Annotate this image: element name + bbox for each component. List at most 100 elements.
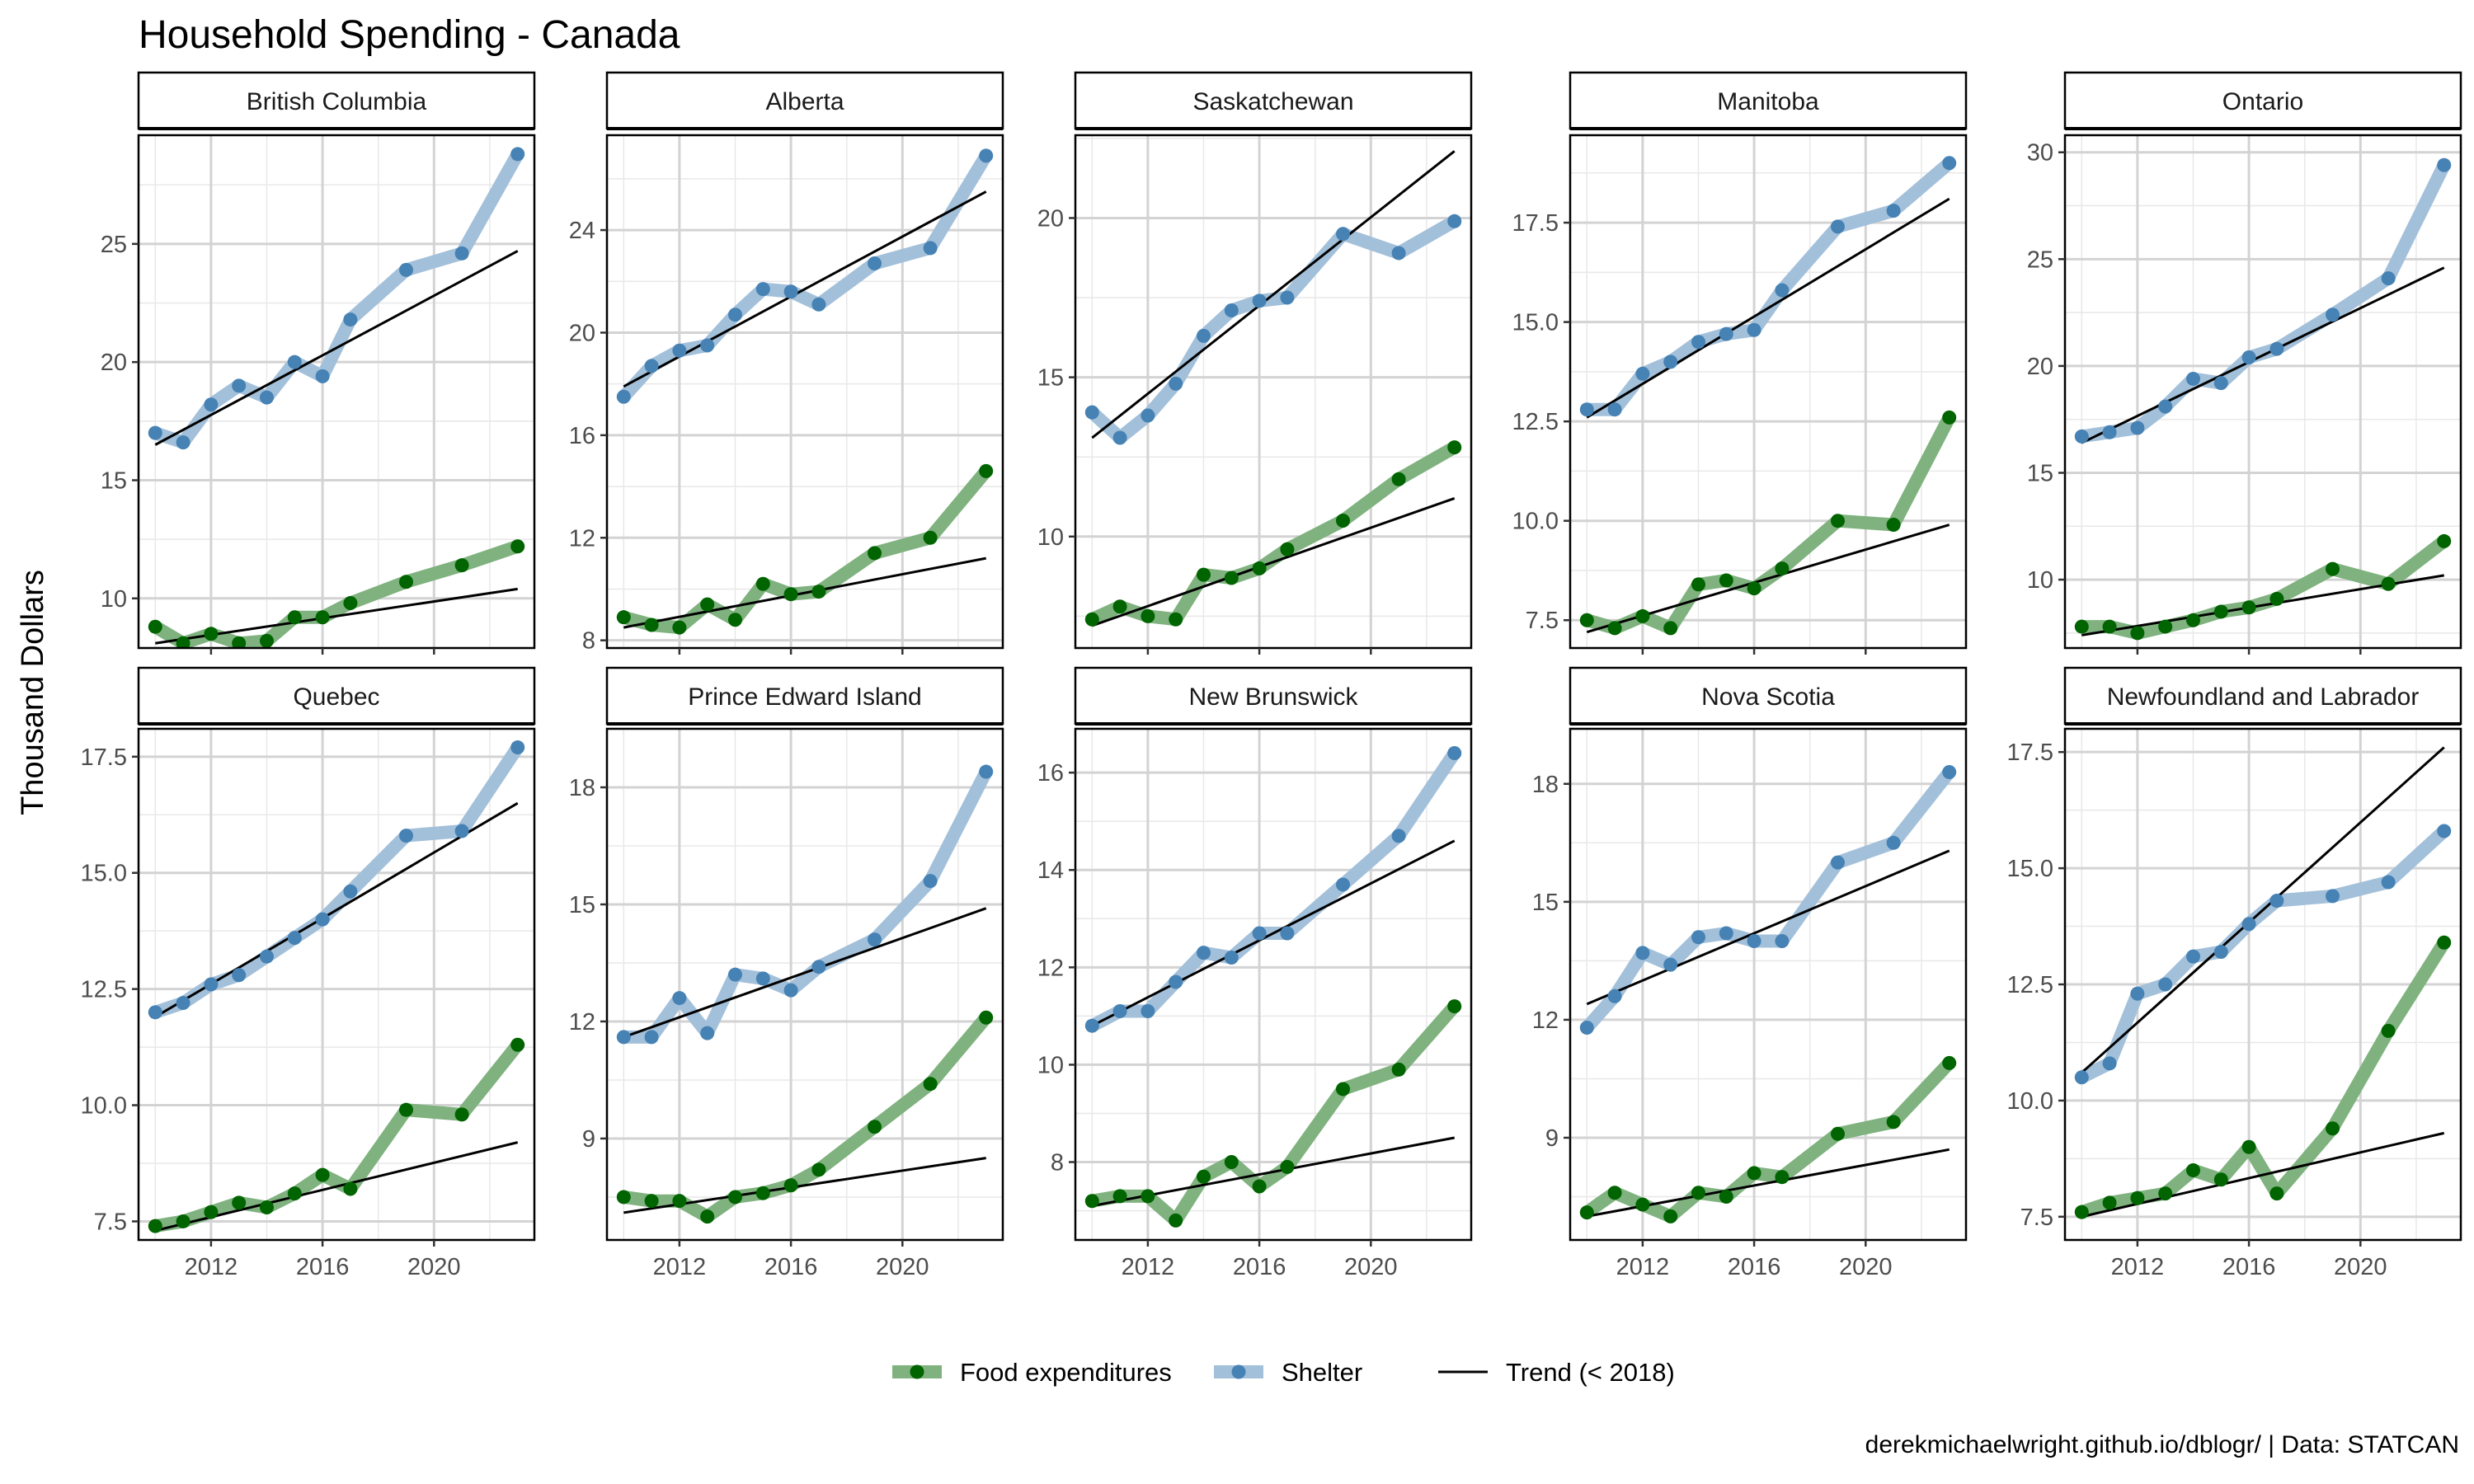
shelter-point: [1831, 855, 1846, 870]
food-point: [2130, 626, 2145, 641]
food-point: [204, 627, 219, 641]
shelter-point: [2102, 425, 2117, 439]
food-point: [2130, 1190, 2145, 1205]
shelter-point: [1663, 355, 1678, 369]
y-tick-label: 20: [569, 320, 595, 346]
shelter-point: [1169, 974, 1183, 989]
shelter-point: [1141, 408, 1155, 423]
food-point: [399, 1102, 414, 1117]
y-tick-label: 10.0: [2007, 1088, 2053, 1115]
strip-label: Prince Edward Island: [688, 683, 921, 711]
plot-background: [1075, 729, 1471, 1240]
plot-background: [607, 135, 1003, 648]
y-tick-label: 17.5: [1512, 210, 1559, 237]
food-point: [672, 620, 687, 635]
shelter-point: [700, 1026, 715, 1040]
shelter-point: [672, 991, 687, 1006]
food-point: [2269, 591, 2284, 606]
shelter-point: [1224, 303, 1239, 317]
plot-area: [607, 729, 1003, 1240]
shelter-point: [1252, 294, 1267, 308]
panel-saskatchewan: Saskatchewan 10 15 20: [1037, 71, 1473, 655]
y-tick-label: 16: [569, 423, 595, 449]
shelter-point: [1663, 957, 1678, 972]
chart-caption: derekmichaelwright.github.io/dblogr/ | D…: [1865, 1431, 2459, 1458]
shelter-point: [1635, 366, 1650, 381]
food-point: [1886, 1115, 1901, 1129]
food-point: [259, 1200, 274, 1215]
shelter-point: [287, 931, 302, 946]
food-point: [1607, 1186, 1622, 1200]
shelter-point: [727, 967, 742, 982]
shelter-point: [727, 308, 742, 322]
shelter-point: [2102, 1056, 2117, 1071]
y-tick-label: 20: [101, 350, 127, 376]
food-point: [1084, 1194, 1099, 1209]
strip-saskatchewan: [1074, 71, 1473, 130]
strip-ontario: [2063, 71, 2462, 130]
y-tick-label: 20: [1037, 205, 1064, 232]
y-tick-label: 20: [2027, 354, 2053, 380]
panel-border: [1074, 134, 1473, 650]
x-tick-label: 2020: [1839, 1254, 1893, 1280]
shelter-point: [1775, 283, 1790, 298]
shelter-point: [2269, 894, 2284, 909]
food-point: [2185, 613, 2200, 627]
shelter-point: [287, 355, 302, 369]
strip-manitoba: [1569, 71, 1968, 130]
strip-alberta: [605, 71, 1004, 130]
food-point: [1084, 612, 1099, 627]
shelter-point: [644, 1030, 659, 1045]
food-point: [783, 1178, 798, 1193]
plot-area: [1570, 729, 1966, 1240]
shelter-point: [2185, 949, 2200, 964]
food-point: [979, 463, 994, 478]
shelter-point: [1691, 930, 1705, 945]
legend-item-food: Food expenditures: [892, 1358, 1172, 1387]
y-tick-label: 12: [1532, 1007, 1559, 1034]
food-point: [1775, 561, 1790, 576]
shelter-point: [259, 390, 274, 405]
shelter-point: [2381, 271, 2396, 286]
shelter-point: [1747, 934, 1761, 949]
food-point: [2437, 935, 2452, 950]
food-point: [287, 610, 302, 625]
food-point: [1831, 514, 1846, 528]
food-point: [1224, 1155, 1239, 1170]
shelter-point: [1635, 946, 1650, 960]
y-tick-label: 12: [1037, 955, 1064, 981]
food-point: [700, 1209, 715, 1224]
shelter-point: [1112, 1003, 1127, 1018]
shelter-point: [1775, 934, 1790, 949]
shelter-point: [176, 996, 190, 1011]
food-point: [1169, 1213, 1183, 1228]
trend-line-food: [623, 556, 986, 629]
strip-prince-edward-island: [605, 666, 1004, 726]
shelter-point: [783, 284, 798, 299]
trend-line-shelter: [154, 250, 519, 446]
strip-label: Ontario: [2222, 88, 2303, 115]
trend-line-shelter: [2081, 266, 2445, 444]
shelter-point: [783, 983, 798, 998]
food-point: [454, 1107, 469, 1122]
shelter-point: [923, 874, 938, 889]
x-tick-label: 2012: [1616, 1254, 1670, 1280]
legend-label: Shelter: [1282, 1358, 1362, 1387]
food-point: [176, 1214, 190, 1228]
food-point: [2213, 1172, 2228, 1187]
y-tick-label: 15: [569, 892, 595, 918]
shelter-point: [454, 824, 469, 838]
shelter-point: [399, 262, 414, 277]
shelter-point: [2130, 420, 2145, 435]
shelter-point: [1391, 829, 1406, 843]
food-point: [2102, 1195, 2117, 1210]
shelter-point: [1280, 926, 1295, 941]
food-point: [510, 539, 525, 554]
y-tick-label: 24: [569, 218, 595, 244]
plot-background: [139, 135, 534, 648]
food-point: [868, 1120, 882, 1134]
shelter-point: [1112, 430, 1127, 445]
food-point: [616, 610, 631, 625]
shelter-point: [2074, 1070, 2089, 1085]
